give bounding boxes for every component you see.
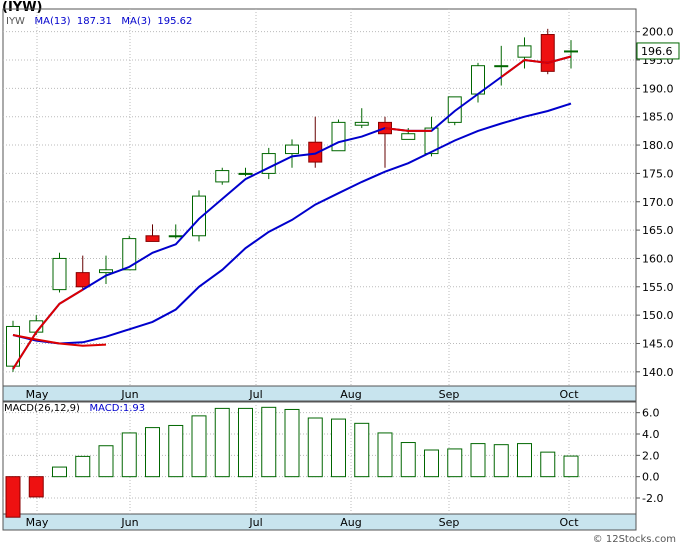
candle-body bbox=[494, 65, 509, 68]
macd-tick-label: 0.0 bbox=[642, 471, 660, 484]
macd-month-label: Aug bbox=[340, 516, 361, 529]
price-month-label: Aug bbox=[340, 388, 361, 401]
candle-body bbox=[331, 121, 346, 152]
last-price-label: 196.6 bbox=[641, 45, 673, 58]
macd-legend-label: MACD(26,12,9) bbox=[4, 403, 80, 414]
macd-bar bbox=[354, 422, 370, 478]
macd-x-axis-band bbox=[2, 513, 637, 531]
candle-body bbox=[215, 170, 230, 183]
macd-tick-label: 4.0 bbox=[642, 428, 660, 441]
price-panel-frame bbox=[2, 8, 637, 387]
price-tick-label: 140.0 bbox=[642, 366, 674, 379]
candle-body bbox=[122, 238, 137, 271]
macd-bar bbox=[447, 448, 463, 478]
price-tick-label: 155.0 bbox=[642, 281, 674, 294]
macd-bar bbox=[191, 415, 207, 478]
macd-legend: MACD(26,12,9) MACD:1.93 bbox=[4, 403, 145, 414]
candle-body bbox=[308, 141, 323, 163]
macd-bar bbox=[28, 476, 44, 498]
footer-credit: © 12Stocks.com bbox=[592, 534, 676, 545]
macd-bar bbox=[284, 408, 300, 478]
candle-body bbox=[447, 96, 462, 123]
chart-title: (IYW) bbox=[2, 0, 43, 15]
price-tick-label: 170.0 bbox=[642, 196, 674, 209]
candle-body bbox=[99, 269, 113, 274]
macd-tick-label: 2.0 bbox=[642, 449, 660, 462]
macd-bar bbox=[214, 407, 230, 478]
last-price-box bbox=[636, 42, 680, 60]
macd-bar bbox=[377, 432, 393, 478]
price-tick-label: 175.0 bbox=[642, 167, 674, 180]
macd-bar bbox=[121, 432, 137, 478]
macd-legend-value: MACD:1.93 bbox=[89, 403, 146, 414]
ma-fast-line bbox=[12, 55, 572, 370]
macd-bar bbox=[5, 476, 21, 518]
macd-bar bbox=[307, 417, 323, 478]
candle-body bbox=[564, 50, 578, 53]
price-month-label: Sep bbox=[439, 388, 460, 401]
macd-bar bbox=[400, 442, 416, 478]
ma-red-segment bbox=[12, 334, 107, 347]
candle-body bbox=[75, 272, 90, 288]
macd-bar bbox=[424, 449, 439, 478]
macd-bar bbox=[261, 406, 277, 478]
price-tick-label: 150.0 bbox=[642, 309, 674, 322]
macd-bar bbox=[238, 407, 253, 478]
price-x-axis-band bbox=[2, 385, 637, 402]
candle-body bbox=[401, 133, 416, 140]
macd-bar bbox=[563, 455, 579, 478]
macd-bar bbox=[493, 444, 509, 478]
price-month-label: Jun bbox=[120, 388, 138, 401]
candle-body bbox=[354, 121, 369, 126]
price-tick-label: 180.0 bbox=[642, 139, 674, 152]
macd-bar bbox=[145, 427, 160, 478]
candle-body bbox=[540, 34, 555, 72]
candle-body bbox=[192, 195, 206, 237]
macd-tick-label: 6.0 bbox=[642, 407, 660, 420]
price-month-label: May bbox=[26, 388, 49, 401]
legend-ma13-value: 187.31 bbox=[76, 16, 112, 27]
ma-red-segment bbox=[12, 288, 84, 370]
macd-month-label: Oct bbox=[559, 516, 579, 529]
macd-bar bbox=[52, 466, 67, 478]
ma-slow-line bbox=[12, 102, 572, 345]
macd-month-label: May bbox=[26, 516, 49, 529]
price-month-label: Jul bbox=[248, 388, 262, 401]
candle-body bbox=[168, 235, 183, 238]
ma-red-segment bbox=[384, 127, 432, 132]
price-tick-label: 185.0 bbox=[642, 111, 674, 124]
macd-bar bbox=[470, 443, 486, 478]
macd-bar bbox=[98, 445, 114, 478]
price-legend: IYW MA(13) 187.31 MA(3) 195.62 bbox=[6, 16, 192, 27]
legend-ma3-label: MA(3) bbox=[121, 16, 152, 27]
price-tick-label: 145.0 bbox=[642, 337, 674, 350]
macd-bar bbox=[168, 424, 184, 478]
legend-ma13-label: MA(13) bbox=[34, 16, 71, 27]
macd-bar bbox=[75, 455, 91, 478]
macd-bar bbox=[517, 443, 532, 478]
price-tick-label: 160.0 bbox=[642, 252, 674, 265]
price-month-label: Oct bbox=[559, 388, 579, 401]
candle-body bbox=[517, 45, 532, 58]
price-tick-label: 190.0 bbox=[642, 82, 674, 95]
macd-month-label: Sep bbox=[439, 516, 460, 529]
candle-body bbox=[285, 144, 299, 155]
price-tick-label: 200.0 bbox=[642, 26, 674, 39]
candle-body bbox=[52, 257, 67, 291]
macd-panel-frame bbox=[2, 401, 637, 515]
ma-red-segment bbox=[500, 55, 572, 78]
price-tick-label: 165.0 bbox=[642, 224, 674, 237]
legend-ma3-value: 195.62 bbox=[157, 16, 193, 27]
macd-month-label: Jul bbox=[248, 516, 262, 529]
candle-body bbox=[424, 127, 439, 155]
legend-ticker: IYW bbox=[6, 16, 25, 27]
candle-body bbox=[238, 172, 253, 175]
macd-bar bbox=[331, 418, 346, 478]
macd-month-label: Jun bbox=[120, 516, 138, 529]
macd-tick-label: -2.0 bbox=[642, 492, 663, 505]
candle-body bbox=[145, 235, 160, 242]
macd-bar bbox=[540, 451, 556, 478]
